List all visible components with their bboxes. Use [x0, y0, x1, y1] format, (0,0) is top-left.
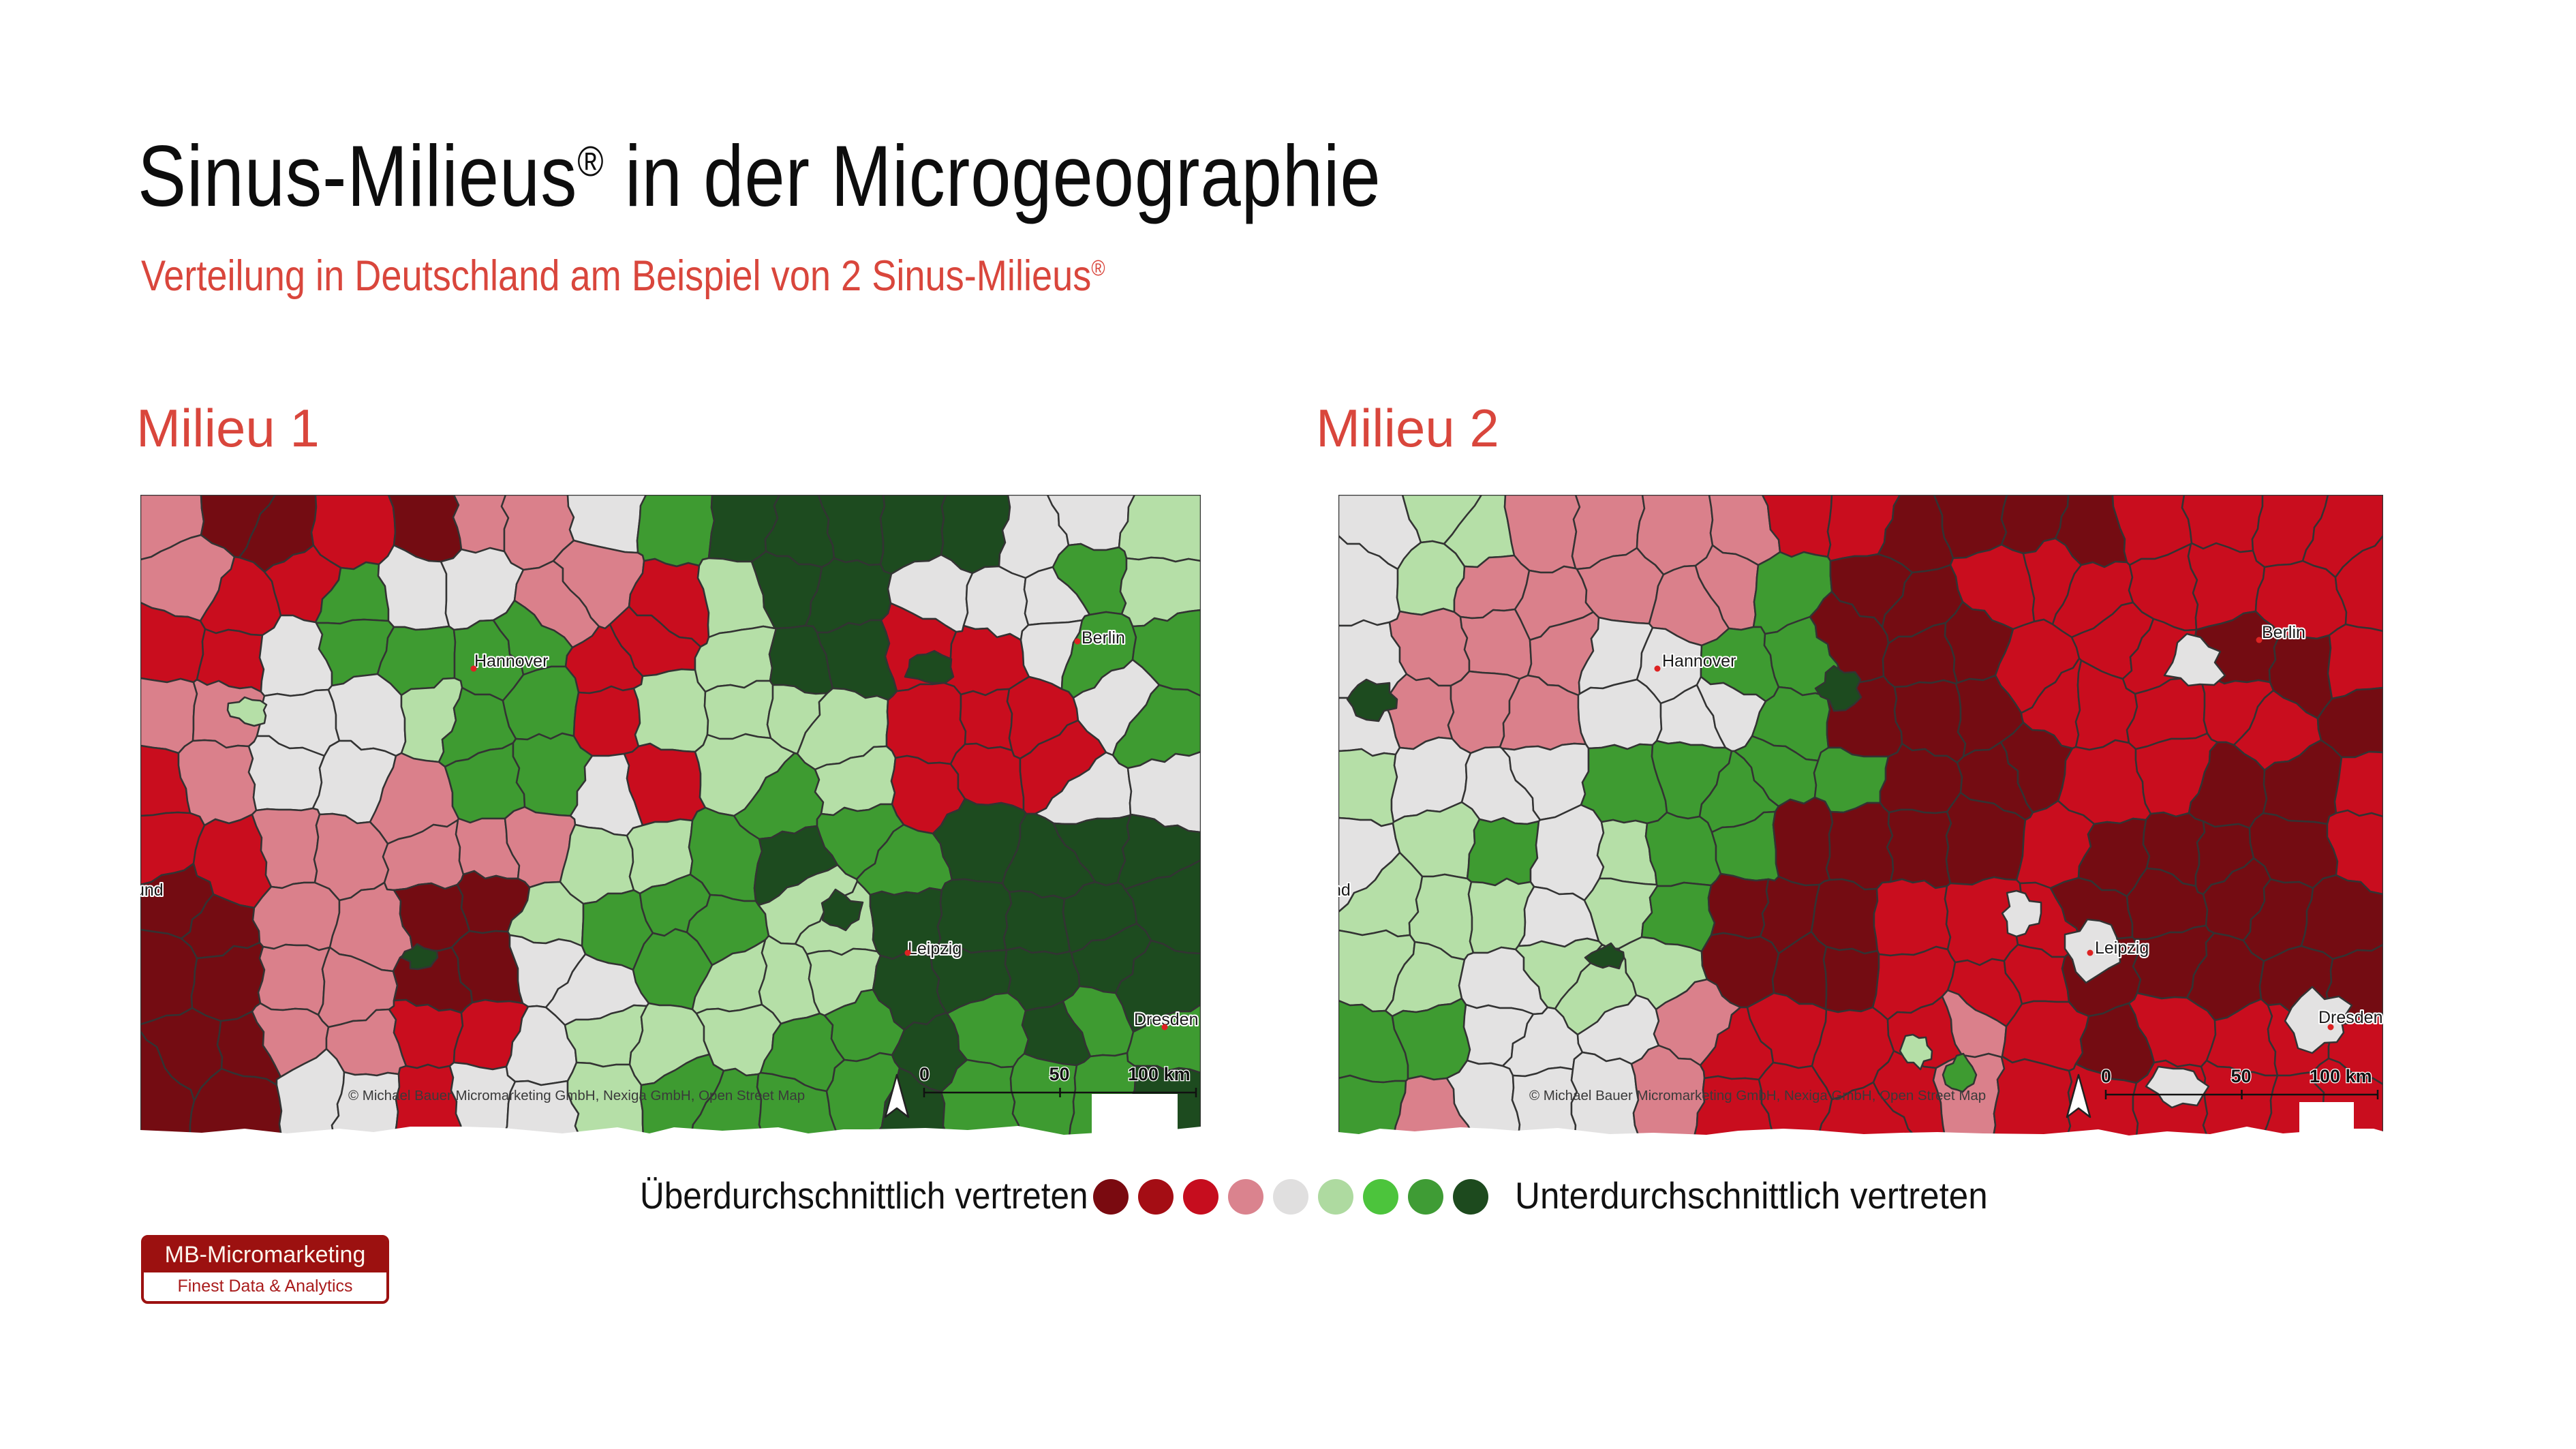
svg-text:Berlin: Berlin: [1082, 628, 1125, 647]
svg-text:Leipzig: Leipzig: [2095, 939, 2149, 958]
svg-text:Hannover: Hannover: [1662, 652, 1736, 671]
svg-text:0: 0: [919, 1064, 930, 1084]
svg-text:und: und: [140, 881, 164, 900]
svg-text:Dresden: Dresden: [1134, 1010, 1199, 1029]
svg-text:0: 0: [2101, 1066, 2111, 1086]
svg-text:nd: nd: [1338, 881, 1351, 900]
svg-text:Leipzig: Leipzig: [908, 939, 962, 958]
svg-text:Berlin: Berlin: [2262, 623, 2305, 642]
svg-text:Dresden: Dresden: [2318, 1008, 2383, 1027]
svg-text:100 km: 100 km: [1128, 1064, 1191, 1084]
svg-text:© Michael Bauer Micromarketing: © Michael Bauer Micromarketing GmbH, Nex…: [1529, 1088, 1986, 1103]
svg-text:Hannover: Hannover: [474, 652, 548, 671]
svg-text:© Michael Bauer Micromarketing: © Michael Bauer Micromarketing GmbH, Nex…: [348, 1088, 805, 1103]
svg-text:50: 50: [1049, 1064, 1070, 1084]
svg-text:100 km: 100 km: [2310, 1066, 2372, 1086]
svg-text:50: 50: [2231, 1066, 2252, 1086]
